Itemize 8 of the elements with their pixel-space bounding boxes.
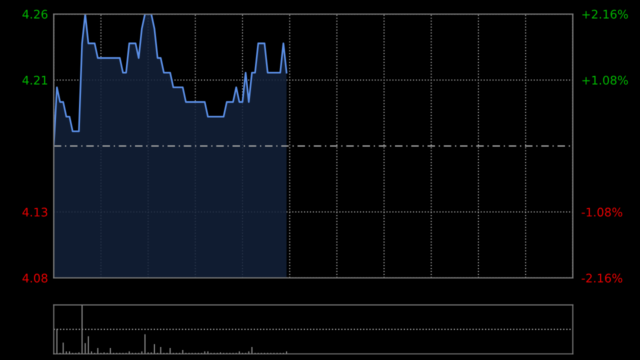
y-tick-label: 4.08 [22,274,48,283]
y2-tick-label: -1.08% [582,208,622,217]
y2-tick-label: +2.16% [582,10,628,19]
y-tick-label: 4.13 [22,208,48,217]
y2-tick-label: -2.16% [582,274,622,283]
y2-tick-label: +1.08% [582,76,628,85]
y-tick-label: 4.26 [22,10,48,19]
y-tick-label: 4.21 [22,76,48,84]
